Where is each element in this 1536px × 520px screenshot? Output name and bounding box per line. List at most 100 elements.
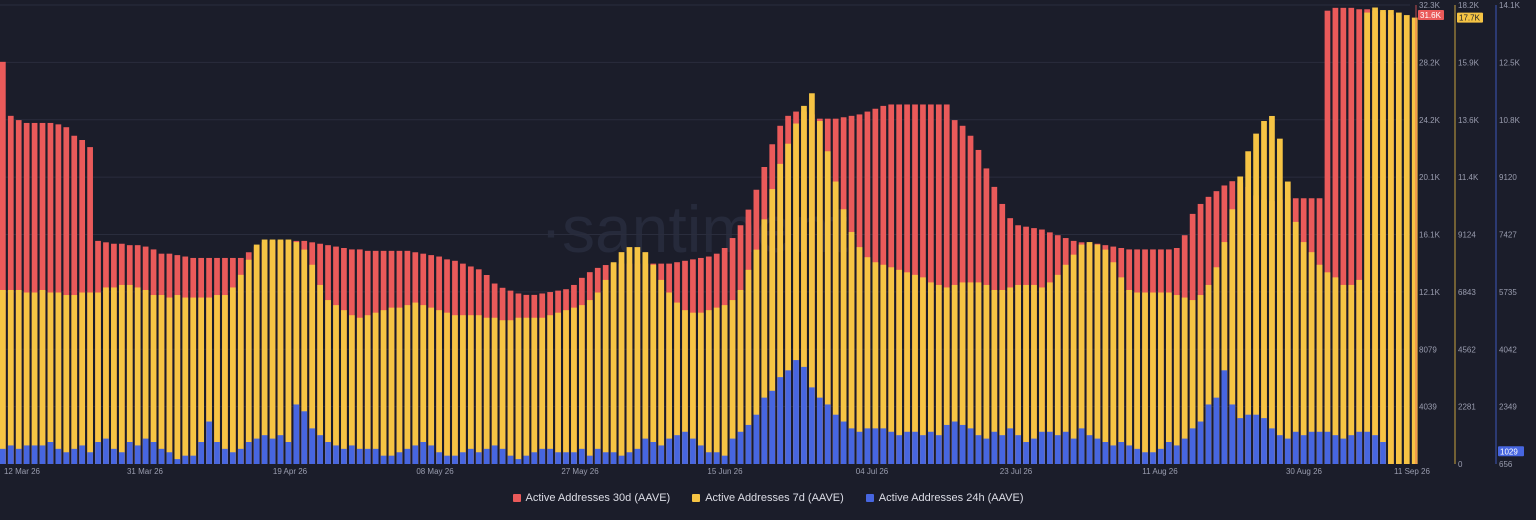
bar-24h xyxy=(721,455,728,464)
bar-24h xyxy=(618,455,625,464)
bar-24h xyxy=(293,404,300,464)
bar-24h xyxy=(586,455,593,464)
bar-7d xyxy=(777,163,784,464)
bar-7d xyxy=(364,315,371,464)
value-axes: 4039 8079 12.1K 16.1K 20.1K 24.2K 28.2K 32.3K31… xyxy=(1415,1,1524,469)
bar-7d xyxy=(618,252,625,464)
axis-tick-label: 5735 xyxy=(1499,288,1517,297)
legend-item-30d[interactable]: Active Addresses 30d (AAVE) xyxy=(512,492,670,504)
bar-24h xyxy=(71,448,78,464)
bar-24h xyxy=(475,452,482,464)
bar-24h xyxy=(1181,438,1188,464)
bar-7d xyxy=(1015,284,1021,464)
bar-30d xyxy=(943,104,950,464)
bar-24h xyxy=(816,397,823,464)
current-value-label: 17.7K xyxy=(1459,14,1481,23)
bar-7d xyxy=(745,269,752,464)
bar-24h xyxy=(214,442,220,464)
bar-24h xyxy=(1031,438,1037,464)
bar-24h xyxy=(1284,438,1291,464)
bar-24h xyxy=(0,448,6,464)
bar-7d xyxy=(1165,292,1172,464)
bar-24h xyxy=(1277,435,1283,464)
bar-24h xyxy=(753,414,760,464)
bar-7d xyxy=(1253,133,1259,464)
bar-24h xyxy=(142,438,149,464)
bar-24h xyxy=(1086,435,1093,464)
bar-7d xyxy=(1142,292,1148,464)
axis-tick-label: 9120 xyxy=(1499,173,1517,182)
bar-7d xyxy=(412,302,419,464)
bar-30d xyxy=(0,61,6,465)
bar-24h xyxy=(483,448,490,464)
bar-7d xyxy=(71,295,78,464)
bar-24h xyxy=(856,431,863,464)
bar-24h xyxy=(396,452,403,464)
bar-24h xyxy=(134,445,141,464)
bar-7d xyxy=(444,312,450,464)
bar-24h xyxy=(63,452,70,464)
bar-24h xyxy=(1078,428,1085,464)
bar-7d xyxy=(166,297,173,464)
bar-24h xyxy=(15,448,22,464)
bar-24h xyxy=(309,428,316,464)
bar-24h xyxy=(1380,442,1386,464)
bar-7d xyxy=(531,317,538,464)
bar-7d xyxy=(579,305,585,464)
bar-7d xyxy=(809,93,815,465)
bar-24h xyxy=(467,448,474,464)
bar-24h xyxy=(1110,445,1117,464)
bar-24h xyxy=(912,431,918,464)
bar-7d xyxy=(1316,264,1323,464)
bar-24h xyxy=(1150,452,1156,464)
bar-24h xyxy=(888,431,895,464)
bar-7d xyxy=(1102,249,1109,464)
x-tick-label: 31 Mar 26 xyxy=(127,467,164,476)
bar-7d xyxy=(872,262,879,464)
bar-7d xyxy=(1181,297,1188,464)
legend-swatch-30d xyxy=(512,494,521,502)
bar-7d xyxy=(47,292,54,464)
axis-tick-label: 6843 xyxy=(1458,288,1476,297)
bar-24h xyxy=(523,455,530,464)
axis-tick-label: 15.9K xyxy=(1458,58,1480,67)
bar-7d xyxy=(1340,284,1347,464)
bar-24h xyxy=(674,435,680,464)
legend-item-7d[interactable]: Active Addresses 7d (AAVE) xyxy=(692,492,844,504)
bar-24h xyxy=(650,442,657,464)
bar-24h xyxy=(7,445,14,464)
bar-7d xyxy=(1047,282,1053,464)
bar-24h xyxy=(1237,418,1244,464)
bar-24h xyxy=(206,421,212,464)
bar-24h xyxy=(166,452,173,464)
bar-30d xyxy=(1332,7,1339,465)
bar-24h xyxy=(507,455,514,464)
bar-7d xyxy=(103,287,109,464)
bar-7d xyxy=(1007,287,1014,464)
current-value-label: 1029 xyxy=(1500,447,1518,456)
bar-24h xyxy=(539,448,546,464)
bar-24h xyxy=(325,442,331,464)
bar-24h xyxy=(991,431,998,464)
bar-24h xyxy=(713,452,720,464)
bar-7d xyxy=(388,307,395,464)
bar-7d xyxy=(1205,284,1212,464)
bar-24h xyxy=(1229,404,1236,464)
bar-24h xyxy=(428,445,435,464)
bar-7d xyxy=(317,284,323,464)
bar-7d xyxy=(1070,254,1077,464)
bar-7d xyxy=(198,297,205,464)
bar-24h xyxy=(436,452,442,464)
bar-7d xyxy=(1348,284,1355,464)
bar-7d xyxy=(190,297,197,464)
bar-7d xyxy=(1292,221,1299,464)
bar-24h xyxy=(872,428,879,464)
bar-7d xyxy=(507,320,514,464)
legend-item-24h[interactable]: Active Addresses 24h (AAVE) xyxy=(865,492,1024,504)
x-tick-label: 23 Jul 26 xyxy=(1000,467,1033,476)
bar-7d xyxy=(269,239,276,464)
bar-7d xyxy=(753,249,760,464)
bar-7d xyxy=(230,287,236,464)
axis-tick-label: 12.5K xyxy=(1499,58,1521,67)
bar-24h xyxy=(55,448,62,464)
